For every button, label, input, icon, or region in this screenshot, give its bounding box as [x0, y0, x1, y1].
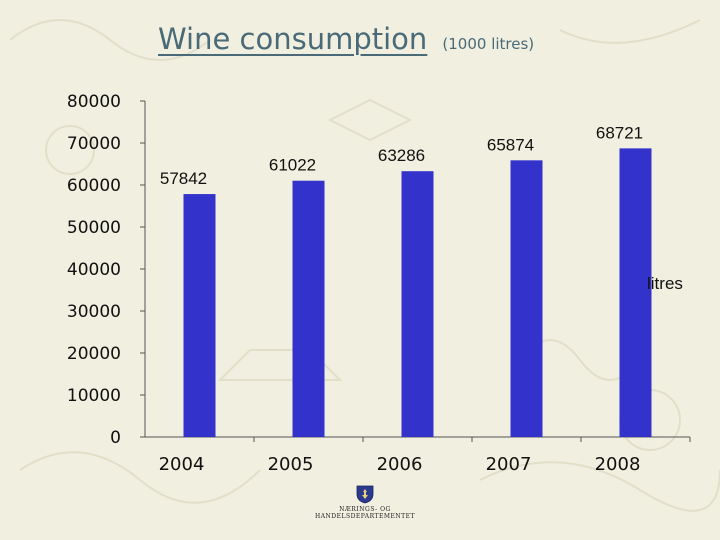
- x-tick-label: 2007: [486, 454, 532, 475]
- legend-label: litres: [647, 274, 683, 293]
- y-tick-label: 0: [110, 428, 121, 448]
- data-label: 65874: [487, 135, 534, 154]
- bar: [401, 171, 434, 438]
- footer-logo: NÆRINGS- OG HANDELSDEPARTEMENTET: [300, 484, 430, 520]
- legend-swatch: [633, 278, 643, 288]
- y-tick-label: 70000: [67, 134, 121, 154]
- chart-title: Wine consumption: [158, 22, 428, 56]
- bar: [510, 160, 543, 437]
- y-tick-label: 50000: [67, 218, 121, 238]
- chart-title-block: Wine consumption (1000 litres): [158, 22, 534, 56]
- department-name: NÆRINGS- OG HANDELSDEPARTEMENTET: [314, 506, 416, 520]
- data-label: 68721: [596, 123, 643, 142]
- x-tick-label: 2004: [159, 454, 205, 475]
- coat-of-arms-icon: [356, 485, 374, 504]
- y-tick-label: 40000: [67, 260, 121, 280]
- chart-subtitle: (1000 litres): [442, 35, 535, 53]
- bar: [292, 180, 325, 438]
- y-tick-label: 80000: [67, 92, 121, 112]
- bar: [183, 194, 216, 437]
- data-label: 57842: [160, 169, 207, 188]
- x-tick-label: 2005: [268, 454, 314, 475]
- y-tick-label: 10000: [67, 386, 121, 406]
- data-label: 63286: [378, 146, 425, 165]
- y-tick-label: 30000: [67, 302, 121, 322]
- x-tick-label: 2006: [377, 454, 423, 475]
- bar: [619, 148, 652, 437]
- y-tick-label: 60000: [67, 176, 121, 196]
- data-label: 61022: [269, 156, 316, 175]
- x-tick-label: 2008: [595, 454, 641, 475]
- y-tick-label: 20000: [67, 344, 121, 364]
